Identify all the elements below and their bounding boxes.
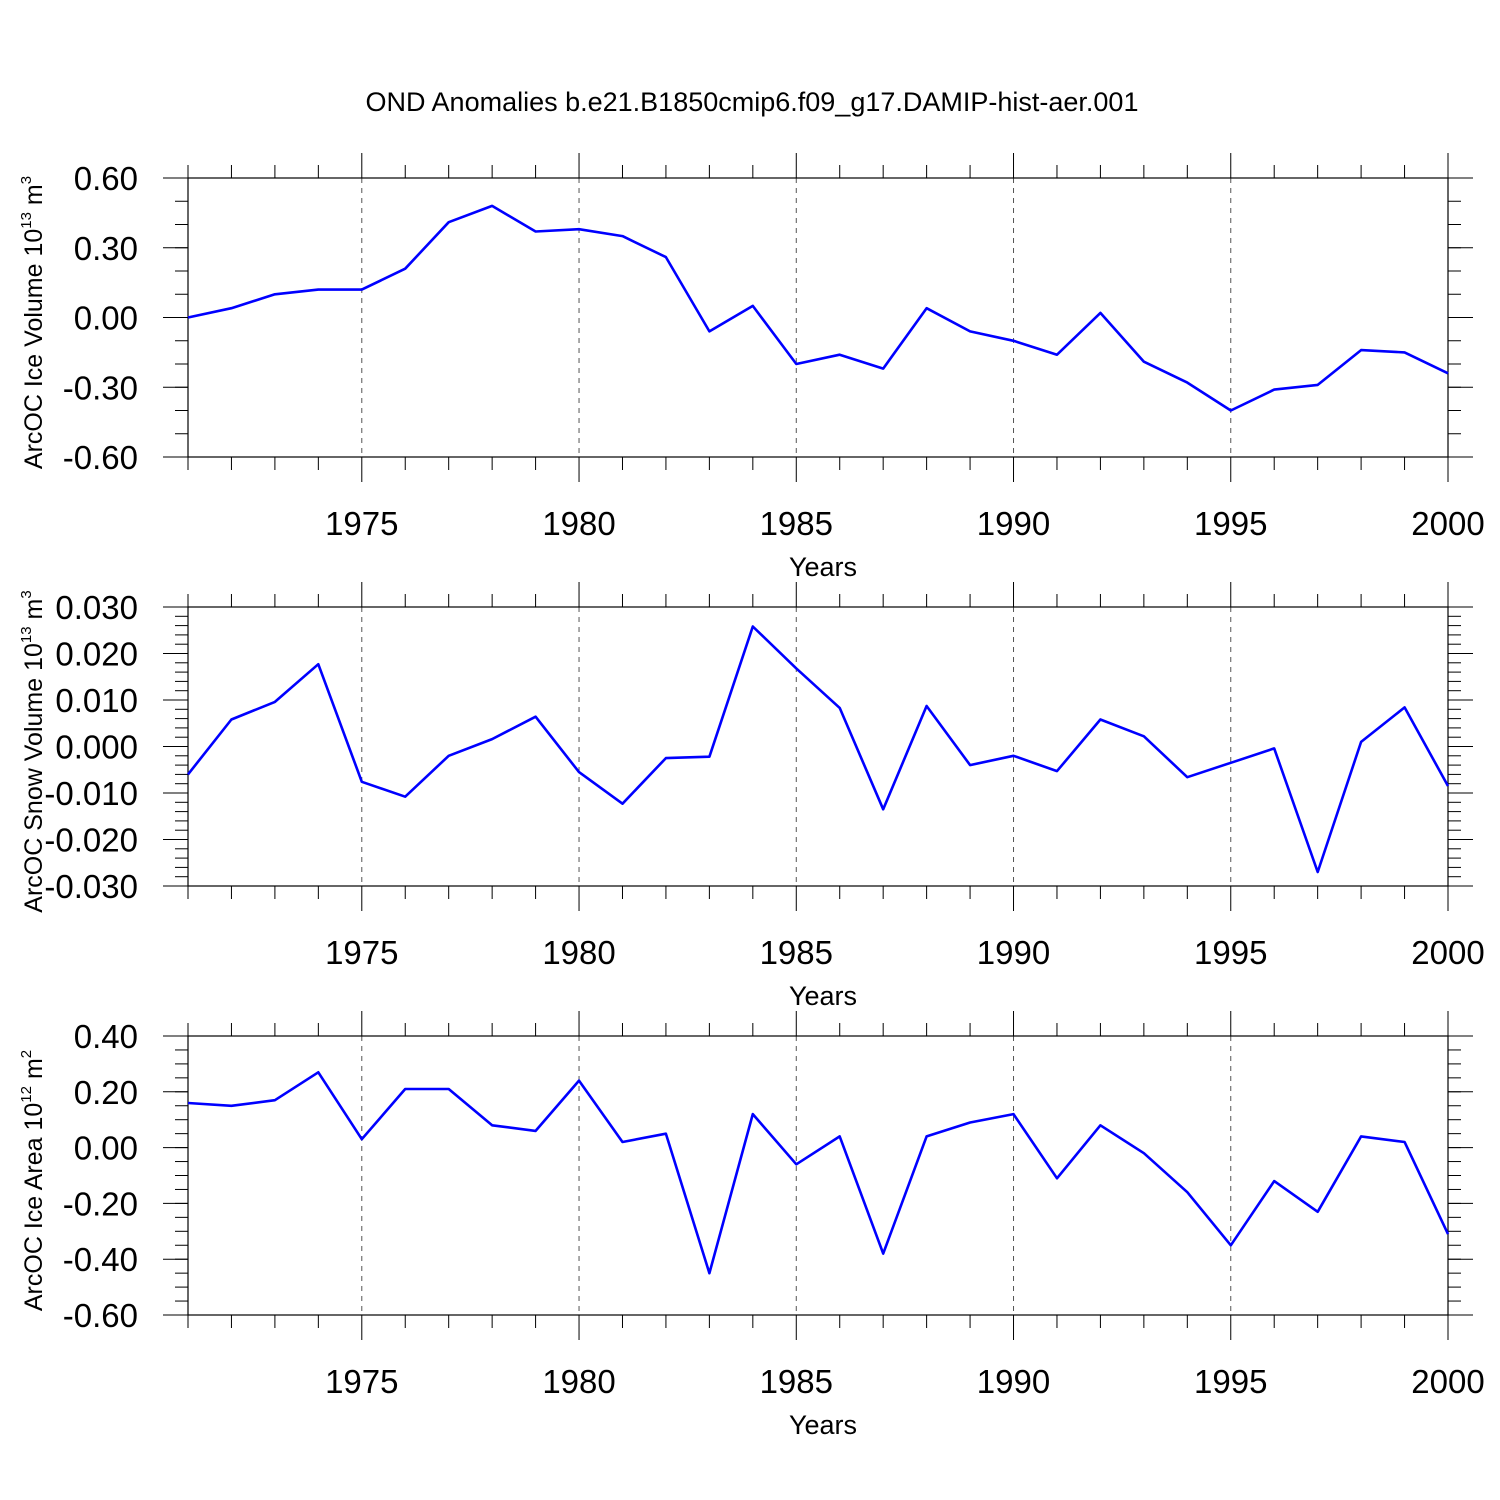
x-tick-label: 1985 — [760, 505, 833, 542]
y-tick-label: 0.010 — [55, 682, 138, 719]
x-tick-label: 1995 — [1194, 1363, 1267, 1400]
y-tick-label: 0.030 — [55, 589, 138, 626]
y-tick-label: -0.030 — [44, 868, 138, 905]
panel-3: -0.60 -0.40 -0.20 0.00 0.20 0.40 1975 1980 1985 1… — [18, 1011, 1485, 1440]
y-tick-label: -0.30 — [63, 369, 138, 406]
x-tick-label: 1995 — [1194, 934, 1267, 971]
y-tick-label: -0.020 — [44, 822, 138, 859]
x-axis-label: Years — [789, 1410, 857, 1440]
plot-frame — [187, 1035, 1449, 1316]
y-tick-label: -0.20 — [63, 1185, 138, 1222]
x-tick-label: 1990 — [977, 934, 1050, 971]
y-tick-label: -0.40 — [63, 1241, 138, 1278]
y-tick-label: 0.40 — [74, 1018, 138, 1055]
plot-frame — [187, 177, 1449, 458]
x-tick-label: 1995 — [1194, 505, 1267, 542]
x-tick-label: 1990 — [977, 1363, 1050, 1400]
series-line — [186, 625, 1450, 874]
x-axis-label: Years — [789, 981, 857, 1011]
series-line — [187, 1071, 1450, 1275]
y-tick-label: -0.010 — [44, 775, 138, 812]
series-line — [187, 204, 1449, 412]
x-axis-label: Years — [789, 552, 857, 582]
panels: -0.60 -0.30 0.00 0.30 0.60 1975 1980 1985 1990 19… — [18, 153, 1485, 1440]
x-tick-label: 1985 — [760, 934, 833, 971]
y-tick-label: 0.00 — [74, 1130, 138, 1167]
x-tick-label: 1985 — [760, 1363, 833, 1400]
x-tick-label: 1975 — [325, 505, 398, 542]
y-tick-label: -0.60 — [63, 439, 138, 476]
y-axis-label: ArcOC Ice Area 1012 m2 — [18, 1050, 48, 1311]
chart-title: OND Anomalies b.e21.B1850cmip6.f09_g17.D… — [366, 87, 1139, 117]
y-tick-label: 0.30 — [74, 230, 138, 267]
y-tick-label: 0.60 — [74, 160, 138, 197]
panel-2: -0.030 -0.020 -0.010 0.000 0.010 0.020 0.030 19… — [18, 582, 1485, 1011]
x-tick-label: 2000 — [1411, 1363, 1484, 1400]
x-tick-label: 1990 — [977, 505, 1050, 542]
y-tick-label: 0.20 — [74, 1074, 138, 1111]
x-tick-label: 1975 — [325, 1363, 398, 1400]
x-tick-label: 1975 — [325, 934, 398, 971]
x-tick-label: 2000 — [1411, 934, 1484, 971]
y-axis-label: ArcOC Snow Volume 1013 m3 — [18, 590, 48, 912]
x-tick-label: 1980 — [542, 505, 615, 542]
panel-1: -0.60 -0.30 0.00 0.30 0.60 1975 1980 1985 1990 19… — [18, 153, 1485, 582]
y-axis-label: ArcOC Ice Volume 1013 m3 — [18, 176, 48, 469]
x-tick-label: 1980 — [542, 1363, 615, 1400]
y-tick-label: 0.000 — [55, 729, 138, 766]
plot-frame — [187, 606, 1449, 887]
x-tick-label: 1980 — [542, 934, 615, 971]
y-tick-label: -0.60 — [63, 1297, 138, 1334]
y-tick-label: 0.00 — [74, 300, 138, 337]
y-tick-label: 0.020 — [55, 636, 138, 673]
x-tick-label: 2000 — [1411, 505, 1484, 542]
